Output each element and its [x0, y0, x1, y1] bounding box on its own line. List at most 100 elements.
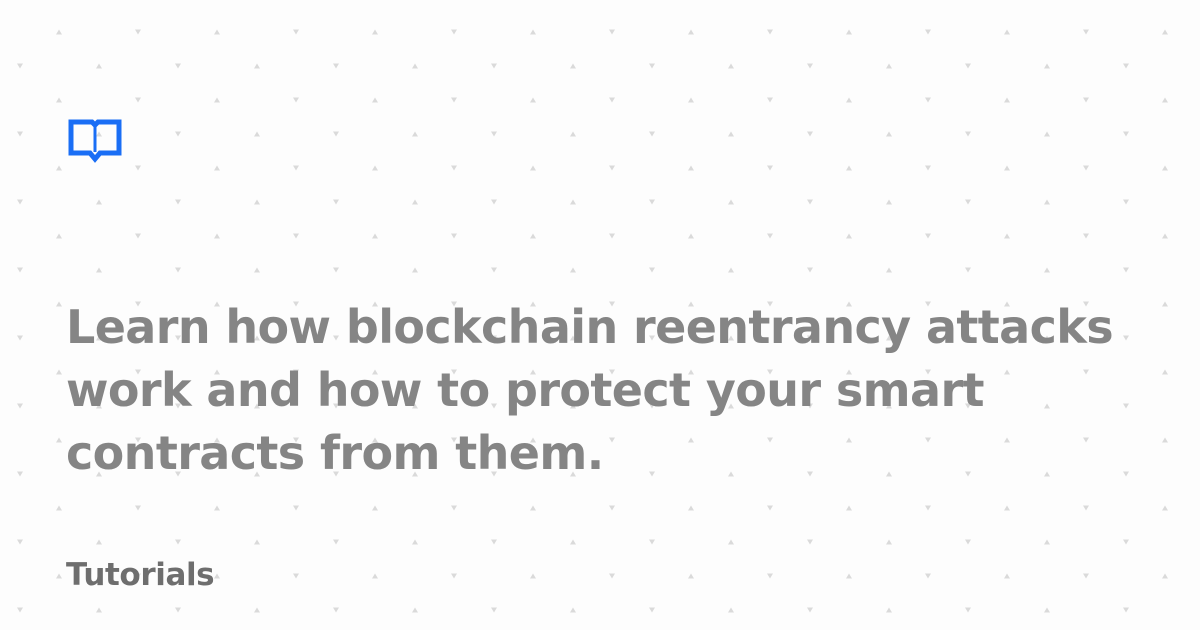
pattern-mark [965, 131, 971, 137]
pattern-mark [728, 471, 734, 477]
pattern-mark [1044, 131, 1050, 137]
pattern-mark [56, 29, 62, 35]
pattern-mark [491, 267, 497, 273]
pattern-mark [965, 267, 971, 273]
pattern-mark [846, 29, 852, 35]
pattern-mark [333, 471, 339, 477]
pattern-mark [17, 199, 23, 205]
pattern-mark [451, 301, 457, 307]
pattern-mark [807, 199, 813, 205]
pattern-mark [372, 369, 378, 375]
pattern-mark [688, 97, 694, 103]
pattern-mark [530, 437, 536, 443]
pattern-mark [1004, 165, 1010, 171]
pattern-mark [293, 437, 299, 443]
pattern-mark [530, 165, 536, 171]
pattern-mark [135, 369, 141, 375]
pattern-mark [1044, 267, 1050, 273]
pattern-mark [175, 607, 181, 613]
pattern-mark [925, 97, 931, 103]
pattern-mark [254, 471, 260, 477]
pattern-mark [649, 63, 655, 69]
pattern-mark [570, 539, 576, 545]
pattern-mark [807, 539, 813, 545]
pattern-mark [17, 335, 23, 341]
pattern-mark [372, 301, 378, 307]
pattern-mark [728, 63, 734, 69]
pattern-mark [412, 335, 418, 341]
pattern-mark [925, 233, 931, 239]
pattern-mark [175, 335, 181, 341]
pattern-mark [807, 607, 813, 613]
pattern-mark [1083, 29, 1089, 35]
pattern-mark [925, 29, 931, 35]
pattern-mark [96, 267, 102, 273]
pattern-mark [1123, 267, 1129, 273]
pattern-mark [214, 165, 220, 171]
pattern-mark [214, 233, 220, 239]
pattern-mark [1162, 505, 1168, 511]
pattern-mark [412, 471, 418, 477]
pattern-mark [333, 539, 339, 545]
pattern-mark [17, 471, 23, 477]
pattern-mark [293, 505, 299, 511]
pattern-mark [609, 301, 615, 307]
pattern-mark [412, 63, 418, 69]
category-label: Tutorials [66, 557, 215, 593]
pattern-mark [1083, 301, 1089, 307]
pattern-mark [491, 471, 497, 477]
pattern-mark [649, 539, 655, 545]
pattern-mark [767, 369, 773, 375]
pattern-mark [451, 97, 457, 103]
pattern-mark [767, 29, 773, 35]
pattern-mark [807, 471, 813, 477]
pattern-mark [491, 63, 497, 69]
pattern-mark [372, 505, 378, 511]
pattern-mark [1004, 97, 1010, 103]
pattern-mark [451, 29, 457, 35]
pattern-mark [175, 131, 181, 137]
pattern-mark [846, 165, 852, 171]
pattern-mark [886, 267, 892, 273]
pattern-mark [965, 403, 971, 409]
pattern-mark [254, 63, 260, 69]
pattern-mark [135, 97, 141, 103]
pattern-mark [412, 267, 418, 273]
pattern-mark [767, 573, 773, 579]
pattern-mark [135, 165, 141, 171]
pattern-mark [649, 607, 655, 613]
pattern-mark [372, 233, 378, 239]
pattern-mark [1162, 97, 1168, 103]
pattern-mark [886, 471, 892, 477]
pattern-mark [925, 165, 931, 171]
pattern-mark [1123, 199, 1129, 205]
pattern-mark [1083, 233, 1089, 239]
pattern-mark [254, 267, 260, 273]
pattern-mark [1123, 471, 1129, 477]
pattern-mark [491, 607, 497, 613]
pattern-mark [570, 131, 576, 137]
pattern-mark [807, 267, 813, 273]
pattern-mark [56, 97, 62, 103]
pattern-mark [1004, 301, 1010, 307]
pattern-mark [214, 505, 220, 511]
pattern-mark [846, 369, 852, 375]
pattern-mark [649, 471, 655, 477]
pattern-mark [1044, 539, 1050, 545]
pattern-mark [609, 233, 615, 239]
pattern-mark [491, 539, 497, 545]
pattern-mark [254, 199, 260, 205]
pattern-mark [333, 63, 339, 69]
pattern-mark [451, 437, 457, 443]
pattern-mark [886, 131, 892, 137]
article-title-line-1: Learn how blockchain reentrancy attacks [66, 300, 1114, 354]
pattern-mark [135, 301, 141, 307]
pattern-mark [886, 335, 892, 341]
pattern-mark [254, 335, 260, 341]
pattern-mark [372, 573, 378, 579]
pattern-mark [886, 607, 892, 613]
pattern-mark [491, 131, 497, 137]
pattern-mark [56, 301, 62, 307]
pattern-mark [175, 403, 181, 409]
